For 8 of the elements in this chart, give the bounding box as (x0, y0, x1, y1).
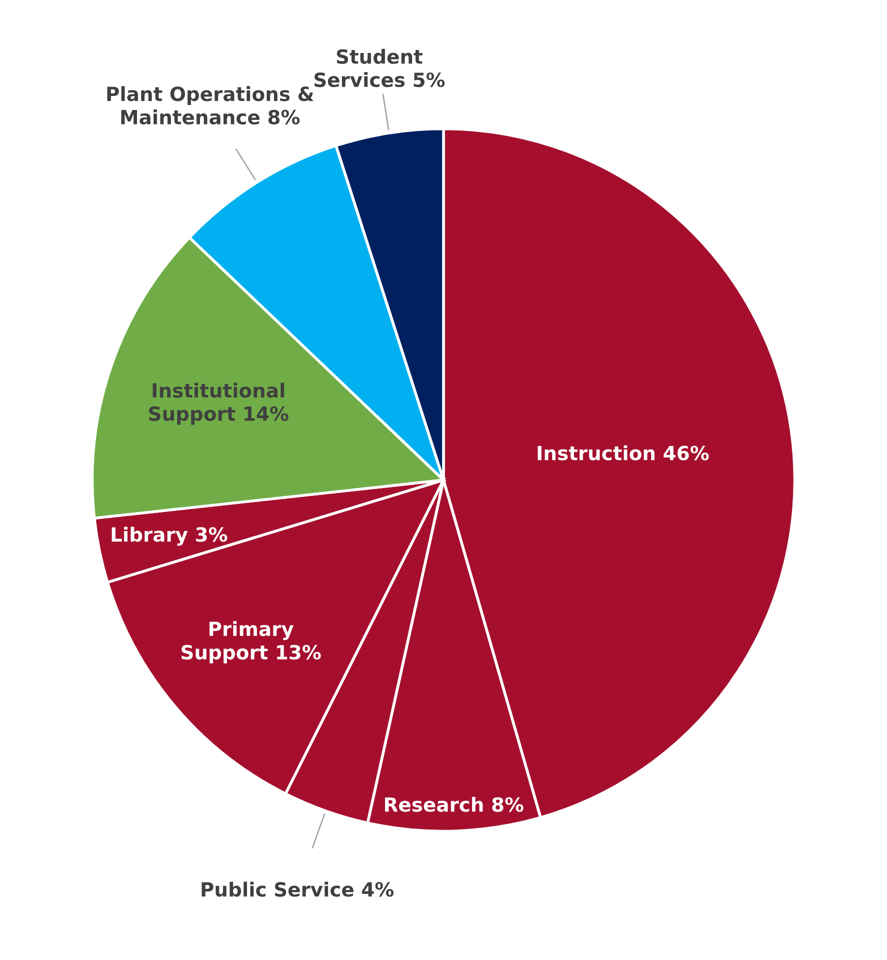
slice-label: Library 3% (112, 526, 228, 546)
slice-label: Public Service 4% (202, 882, 394, 897)
slice-label: Instruction 46% (538, 445, 709, 460)
slice-label: Plant Operations & Maintenance 8% (107, 86, 314, 124)
slice-label: Research 8% (385, 796, 524, 812)
slice-label: Primary Support 13% (182, 621, 321, 664)
slice-label: Institutional Support 14% (149, 382, 288, 425)
slice-label: Student Services 5% (314, 48, 445, 88)
